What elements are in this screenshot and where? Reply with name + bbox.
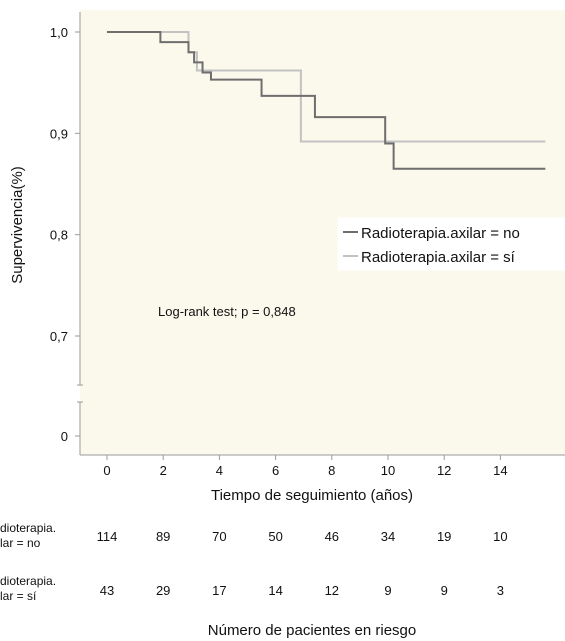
risk-value-si: 17 [212,583,226,598]
risk-value-si: 29 [156,583,170,598]
risk-value-no: 19 [437,529,451,544]
risk-table-title: Número de pacientes en riesgo [208,622,416,639]
x-tick-label: 6 [272,463,279,478]
x-tick-label: 12 [437,463,451,478]
risk-value-si: 9 [441,583,448,598]
logrank-annotation: Log-rank test; p = 0,848 [158,304,296,319]
x-tick-label: 2 [160,463,167,478]
survival-curve-no [107,31,546,170]
risk-row-no-label-line1: dioterapia. [0,521,56,535]
risk-value-no: 89 [156,529,170,544]
risk-value-si: 9 [384,583,391,598]
x-tick-label: 8 [328,463,335,478]
risk-value-si: 14 [268,583,282,598]
risk-row-si: 43 29 17 14 12 9 9 3 [100,583,504,598]
risk-table: dioterapia. lar = no 114 89 70 50 46 34 19 10 d… [0,521,508,639]
survival-curve-si [107,31,546,143]
x-axis: 0 2 4 6 8 10 12 14 [80,454,565,478]
series-layer [107,31,546,170]
risk-value-no: 46 [325,529,339,544]
risk-value-no: 10 [493,529,507,544]
y-tick-label: 0,7 [50,329,68,344]
y-tick-label: 0,8 [50,228,68,243]
x-tick-label: 10 [381,463,395,478]
risk-value-no: 34 [381,529,395,544]
risk-row-si-label-line1: dioterapia. [0,574,56,588]
y-tick-label: 0,9 [50,126,68,141]
risk-value-si: 43 [100,583,114,598]
risk-value-si: 12 [325,583,339,598]
y-axis: 0 0,7 0,8 0,9 1,0 [50,12,83,455]
risk-row-no-label-line2: lar = no [0,536,41,550]
legend-label-si: Radioterapia.axilar = sí [361,249,516,266]
risk-row-si-label-line2: lar = sí [0,589,37,603]
legend: Radioterapia.axilar = no Radioterapia.ax… [337,217,565,271]
y-tick-label: 1,0 [50,25,68,40]
risk-value-no: 70 [212,529,226,544]
legend-box [337,217,565,271]
x-tick-label: 4 [216,463,223,478]
x-axis-title: Tiempo de seguimiento (años) [211,487,413,504]
y-axis-title: Supervivencia(%) [9,166,26,284]
risk-value-si: 3 [497,583,504,598]
risk-value-no: 114 [97,529,118,544]
y-tick-label: 0 [61,429,68,444]
x-tick-label: 14 [493,463,507,478]
legend-label-no: Radioterapia.axilar = no [361,225,520,242]
risk-value-no: 50 [268,529,282,544]
risk-row-no: 114 89 70 50 46 34 19 10 [97,529,508,544]
x-tick-label: 0 [103,463,110,478]
